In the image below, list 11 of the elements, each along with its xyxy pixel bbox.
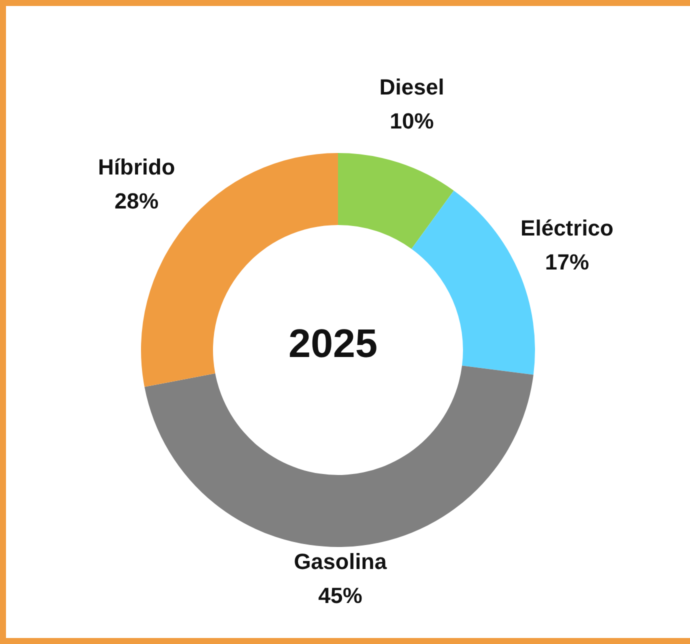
- slice-label: Gasolina: [294, 548, 388, 574]
- donut-slice: [338, 153, 454, 249]
- slice-label: Eléctrico: [520, 216, 614, 241]
- slice-label: Híbrido: [98, 154, 176, 180]
- slice-label: Diesel: [379, 74, 444, 100]
- data-label: 17%: [545, 250, 590, 275]
- data-label: 45%: [318, 582, 362, 608]
- text: 2025: [288, 322, 378, 366]
- data-label: 10%: [390, 108, 434, 134]
- donut-slice: [144, 366, 534, 547]
- data-label: 28%: [114, 188, 159, 214]
